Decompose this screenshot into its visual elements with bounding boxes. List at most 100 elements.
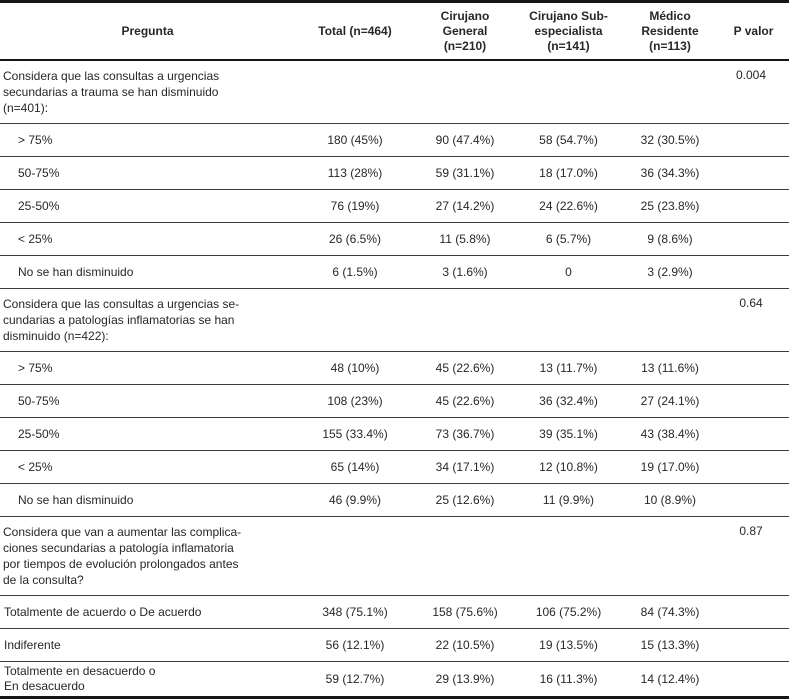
value-cell: 29 (13.9%) <box>415 661 515 698</box>
column-header-cirujano-subespecialista: Cirujano Sub- especialista (n=141) <box>515 1 622 61</box>
empty-cell <box>718 189 789 223</box>
empty-cell <box>415 516 515 596</box>
value-cell: 6 (1.5%) <box>295 255 415 289</box>
table-row: Totalmente de acuerdo o De acuerdo 348 (7… <box>0 595 789 629</box>
empty-cell <box>622 516 718 596</box>
value-cell: 15 (13.3%) <box>622 628 718 662</box>
empty-cell <box>718 628 789 662</box>
value-cell: 84 (74.3%) <box>622 595 718 629</box>
empty-cell <box>295 288 415 352</box>
table-row: 50-75% 108 (23%) 45 (22.6%) 36 (32.4%) 27 (2… <box>0 384 789 418</box>
answer-label: 50-75% <box>0 384 295 418</box>
value-cell: 65 (14%) <box>295 450 415 484</box>
empty-cell <box>718 255 789 289</box>
value-cell: 45 (22.6%) <box>415 384 515 418</box>
value-cell: 158 (75.6%) <box>415 595 515 629</box>
value-cell: 180 (45%) <box>295 123 415 157</box>
value-cell: 27 (24.1%) <box>622 384 718 418</box>
value-cell: 39 (35.1%) <box>515 417 622 451</box>
empty-cell <box>515 516 622 596</box>
value-cell: 13 (11.6%) <box>622 351 718 385</box>
empty-cell <box>415 60 515 124</box>
value-cell: 108 (23%) <box>295 384 415 418</box>
value-cell: 24 (22.6%) <box>515 189 622 223</box>
p-value: 0.64 <box>718 288 789 352</box>
answer-label: Totalmente de acuerdo o De acuerdo <box>0 595 295 629</box>
value-cell: 18 (17.0%) <box>515 156 622 190</box>
value-cell: 58 (54.7%) <box>515 123 622 157</box>
empty-cell <box>415 288 515 352</box>
table-row: Indiferente 56 (12.1%) 22 (10.5%) 19 (13.5%… <box>0 628 789 662</box>
table-row: > 75% 48 (10%) 45 (22.6%) 13 (11.7%) 13 (11.… <box>0 351 789 385</box>
value-cell: 11 (9.9%) <box>515 483 622 517</box>
value-cell: 48 (10%) <box>295 351 415 385</box>
header-row: Pregunta Total (n=464) Cirujano General … <box>0 1 789 61</box>
p-value: 0.004 <box>735 68 767 82</box>
empty-cell <box>718 123 789 157</box>
table-header: Pregunta Total (n=464) Cirujano General … <box>0 1 789 61</box>
table-row: < 25% 65 (14%) 34 (17.1%) 12 (10.8%) 19 (17.… <box>0 450 789 484</box>
table-body: Considera que las consultas a urgencias … <box>0 60 789 698</box>
value-cell: 36 (34.3%) <box>622 156 718 190</box>
value-cell: 155 (33.4%) <box>295 417 415 451</box>
question-text: Considera que las consultas a urgencias … <box>0 288 295 352</box>
value-cell: 45 (22.6%) <box>415 351 515 385</box>
value-cell: 73 (36.7%) <box>415 417 515 451</box>
value-cell: 13 (11.7%) <box>515 351 622 385</box>
value-cell: 16 (11.3%) <box>515 661 622 698</box>
value-cell: 27 (14.2%) <box>415 189 515 223</box>
empty-cell <box>295 60 415 124</box>
value-cell: 43 (38.4%) <box>622 417 718 451</box>
empty-cell <box>515 60 622 124</box>
question-row: Considera que las consultas a urgencias … <box>0 288 789 352</box>
empty-cell <box>718 351 789 385</box>
question-text: Considera que van a aumentar las complic… <box>0 516 295 596</box>
table-row: > 75% 180 (45%) 90 (47.4%) 58 (54.7%) 32 (30… <box>0 123 789 157</box>
value-cell: 12 (10.8%) <box>515 450 622 484</box>
empty-cell <box>622 60 718 124</box>
value-cell: 36 (32.4%) <box>515 384 622 418</box>
value-cell: 46 (9.9%) <box>295 483 415 517</box>
value-cell: 14 (12.4%) <box>622 661 718 698</box>
column-header-total: Total (n=464) <box>295 1 415 61</box>
answer-label: No se han disminuido <box>0 255 295 289</box>
answer-label: > 75% <box>0 123 295 157</box>
question-row: Considera que van a aumentar las complic… <box>0 516 789 596</box>
table-row: 25-50% 155 (33.4%) 73 (36.7%) 39 (35.1%) 43 … <box>0 417 789 451</box>
value-cell: 25 (23.8%) <box>622 189 718 223</box>
answer-label: 25-50% <box>0 417 295 451</box>
empty-cell <box>718 483 789 517</box>
column-header-cirujano-general: Cirujano General (n=210) <box>415 1 515 61</box>
empty-cell <box>718 156 789 190</box>
table-row: No se han disminuido 46 (9.9%) 25 (12.6%) 1… <box>0 483 789 517</box>
empty-cell <box>718 661 789 698</box>
table-row: No se han disminuido 6 (1.5%) 3 (1.6%) 0 3 (… <box>0 255 789 289</box>
empty-cell <box>718 417 789 451</box>
value-cell: 59 (12.7%) <box>295 661 415 698</box>
value-cell: 6 (5.7%) <box>515 222 622 256</box>
column-header-p-valor: P valor <box>718 1 789 61</box>
value-cell: 19 (17.0%) <box>622 450 718 484</box>
value-cell: 76 (19%) <box>295 189 415 223</box>
table-row: Totalmente en desacuerdo o En desacuerdo… <box>0 661 789 698</box>
answer-label: < 25% <box>0 222 295 256</box>
value-cell: 19 (13.5%) <box>515 628 622 662</box>
value-cell: 32 (30.5%) <box>622 123 718 157</box>
answer-label: > 75% <box>0 351 295 385</box>
empty-cell <box>718 450 789 484</box>
question-text: Considera que las consultas a urgencias … <box>3 69 220 115</box>
empty-cell <box>295 516 415 596</box>
empty-cell <box>718 595 789 629</box>
empty-cell <box>622 288 718 352</box>
answer-label: No se han disminuido <box>0 483 295 517</box>
table-row: < 25% 26 (6.5%) 11 (5.8%) 6 (5.7%) 9 (8.6%) <box>0 222 789 256</box>
table-row: 25-50% 76 (19%) 27 (14.2%) 24 (22.6%) 25 (23… <box>0 189 789 223</box>
value-cell: 26 (6.5%) <box>295 222 415 256</box>
value-cell: 11 (5.8%) <box>415 222 515 256</box>
value-cell: 3 (1.6%) <box>415 255 515 289</box>
value-cell: 348 (75.1%) <box>295 595 415 629</box>
value-cell: 9 (8.6%) <box>622 222 718 256</box>
value-cell: 56 (12.1%) <box>295 628 415 662</box>
answer-label: Totalmente en desacuerdo o En desacuerdo <box>0 661 295 698</box>
value-cell: 22 (10.5%) <box>415 628 515 662</box>
